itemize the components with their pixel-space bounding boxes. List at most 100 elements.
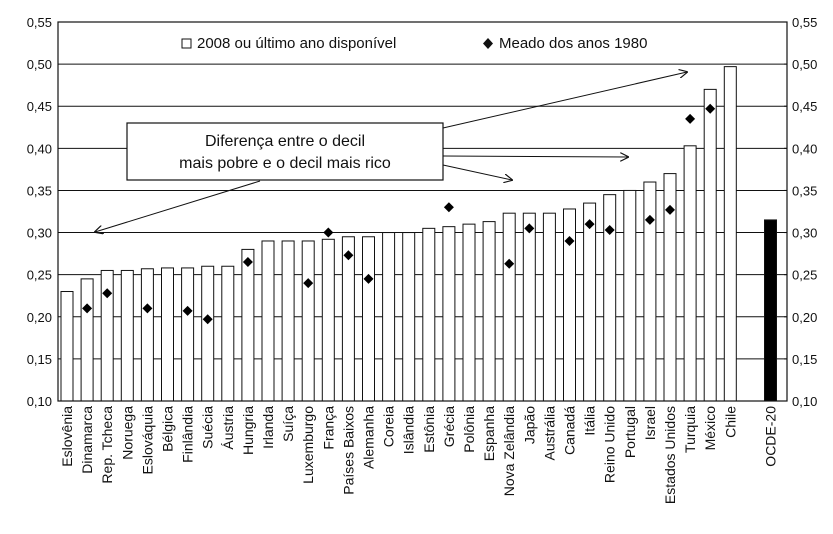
- x-tick-label: Turquia: [682, 406, 698, 453]
- x-tick-label: OCDE-20: [763, 406, 779, 467]
- x-tick-label: Suíça: [280, 406, 296, 442]
- y2-tick-label: 0,25: [792, 268, 817, 283]
- y2-tick-label: 0,30: [792, 226, 817, 241]
- x-tick-label: Noruega: [119, 406, 135, 460]
- diamond-marker: [524, 223, 535, 234]
- diamond-marker: [303, 278, 314, 289]
- bar: [764, 219, 777, 402]
- legend-label: Meado dos anos 1980: [499, 35, 647, 52]
- x-tick-label: Polônia: [461, 406, 477, 453]
- diamond-marker: [705, 103, 716, 114]
- y-tick-label: 0,40: [27, 141, 52, 156]
- x-tick-label: México: [702, 406, 718, 451]
- arrow: [442, 164, 512, 180]
- diamond-marker: [644, 214, 655, 225]
- bar: [201, 265, 215, 402]
- legend: 2008 ou último ano disponível Meado dos …: [178, 35, 647, 56]
- bar: [140, 268, 154, 402]
- diamond-marker: [142, 303, 153, 314]
- y2-tick-label: 0,35: [792, 183, 817, 198]
- diamond-marker: [685, 113, 696, 124]
- x-tick-label: Estônia: [421, 406, 437, 453]
- x-tick-label: Hungria: [240, 406, 256, 455]
- bar: [241, 248, 255, 402]
- y-tick-label: 0,20: [27, 310, 52, 325]
- x-tick-label: França: [320, 406, 336, 450]
- bar: [522, 212, 536, 402]
- bar: [181, 267, 195, 402]
- y-tick-label: 0,55: [27, 15, 52, 30]
- y-tick-label: 0,50: [27, 57, 52, 72]
- legend-label: 2008 ou último ano disponível: [197, 35, 396, 52]
- x-tick-label: Áustria: [220, 406, 236, 450]
- bar: [643, 181, 657, 402]
- x-tick-label: Austrália: [541, 406, 557, 461]
- y2-tick-label: 0,20: [792, 310, 817, 325]
- x-tick-label: Portugal: [622, 406, 638, 458]
- diamond-marker: [202, 314, 213, 325]
- y2-tick-label: 0,55: [792, 15, 817, 30]
- arrow: [442, 156, 628, 157]
- y-tick-label: 0,15: [27, 352, 52, 367]
- diamond-marker: [82, 303, 93, 314]
- bar: [120, 269, 134, 402]
- legend-bg: [178, 36, 318, 56]
- bar: [723, 66, 737, 402]
- arrow: [95, 180, 261, 232]
- y2-tick-label: 0,50: [792, 57, 817, 72]
- x-tick-label: Japão: [521, 406, 537, 444]
- bar: [623, 189, 637, 402]
- diamond-marker: [323, 227, 334, 238]
- bar: [683, 145, 697, 402]
- marks: [60, 66, 777, 402]
- x-tick-label: Reino Unido: [602, 406, 618, 483]
- bar: [60, 291, 74, 402]
- x-tick-label: Espanha: [481, 406, 497, 461]
- annotation-text: Diferença entre o decil: [205, 133, 365, 150]
- y2-tick-label: 0,45: [792, 99, 817, 114]
- y-tick-label: 0,35: [27, 183, 52, 198]
- diamond-marker: [443, 202, 454, 213]
- bar: [703, 88, 717, 402]
- bar: [80, 278, 94, 402]
- y-tick-label: 0,25: [27, 268, 52, 283]
- annotation: Diferença entre o decil mais pobre e o d…: [95, 72, 687, 232]
- y2-tick-label: 0,10: [792, 394, 817, 409]
- bar: [442, 226, 456, 402]
- x-tick-label: Eslovênia: [59, 406, 75, 467]
- bar: [321, 238, 335, 402]
- x-tick-label: Grécia: [441, 406, 457, 447]
- bar: [402, 232, 416, 402]
- bar: [422, 227, 436, 402]
- x-tick-label: Itália: [582, 406, 598, 436]
- x-tick-label: Estados Unidos: [662, 406, 678, 504]
- diamond-marker: [242, 257, 253, 268]
- x-tick-label: Países Baixos: [340, 406, 356, 495]
- y2-tick-label: 0,40: [792, 141, 817, 156]
- bar: [482, 221, 496, 402]
- diamond-marker: [504, 258, 515, 269]
- plot-frame: [57, 21, 788, 402]
- bar: [382, 232, 396, 402]
- legend-swatch: [181, 38, 192, 49]
- x-tick-label: Dinamarca: [79, 406, 95, 474]
- bar: [221, 265, 235, 402]
- x-tick-label: Chile: [722, 406, 738, 438]
- diamond-marker: [363, 273, 374, 284]
- x-tick-label: Alemanha: [361, 406, 377, 469]
- x-tick-label: Finlândia: [180, 406, 196, 463]
- x-tick-label: Rep. Tcheca: [99, 406, 115, 484]
- arrow: [442, 72, 687, 129]
- x-tick-label: Irlanda: [260, 406, 276, 449]
- y-tick-label: 0,30: [27, 226, 52, 241]
- x-tick-label: Bélgica: [160, 406, 176, 452]
- bar: [281, 240, 295, 402]
- x-tick-label: Suécia: [200, 406, 216, 449]
- bar: [502, 212, 516, 402]
- y-tick-label: 0,10: [27, 394, 52, 409]
- diamond-marker: [343, 250, 354, 261]
- x-tick-label: Israel: [642, 406, 658, 440]
- diamond-marker: [604, 225, 615, 236]
- bar: [261, 240, 275, 402]
